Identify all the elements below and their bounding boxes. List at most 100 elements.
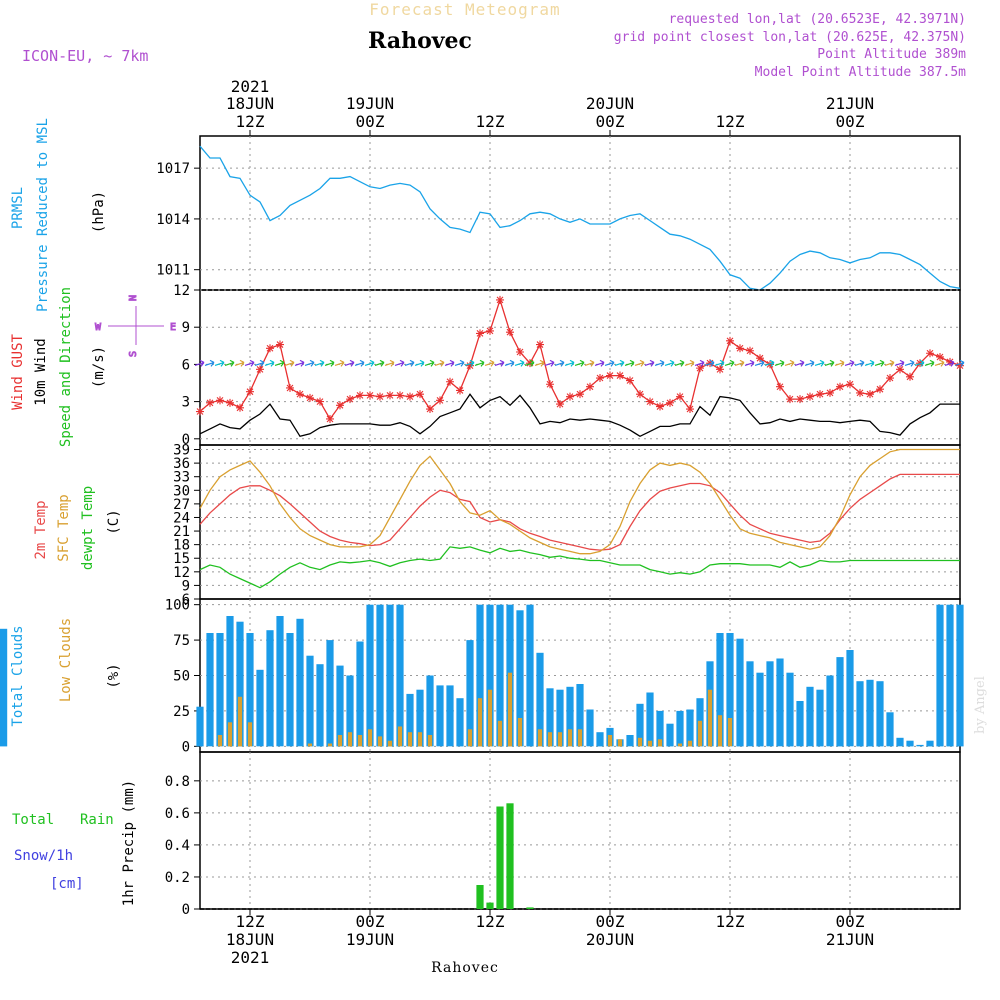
top-time-label-year: 2021 bbox=[231, 77, 270, 96]
total-cloud-bar bbox=[446, 685, 454, 747]
gust-marker bbox=[906, 372, 914, 381]
top-time-label-date: 18JUN bbox=[226, 94, 274, 113]
y-tick-label: 0 bbox=[182, 902, 190, 918]
total-cloud-bar bbox=[436, 685, 444, 747]
low-cloud-bar bbox=[567, 729, 573, 747]
temperature-labels: 2m Temp SFC Temp dewpt Temp (C) bbox=[33, 486, 122, 570]
y-tick-label: 0.2 bbox=[165, 870, 190, 886]
wind-direction-arrow bbox=[924, 359, 935, 367]
top-time-label-date: 19JUN bbox=[346, 94, 394, 113]
wind-direction-arrow bbox=[854, 359, 865, 367]
total-cloud-bar bbox=[346, 675, 354, 747]
total-cloud-bar bbox=[546, 688, 554, 747]
wind-labels: Wind GUST 10m Wind Speed and Direction (… bbox=[10, 287, 177, 447]
y-tick-label: 100 bbox=[165, 598, 190, 614]
gust-marker bbox=[806, 392, 814, 401]
top-time-label-hour: 00Z bbox=[356, 112, 385, 131]
gust-marker bbox=[446, 377, 454, 386]
wind-direction-arrow bbox=[544, 359, 555, 367]
gust-marker bbox=[486, 326, 494, 335]
y-tick-label: 25 bbox=[173, 704, 190, 720]
top-time-label-date: 21JUN bbox=[826, 94, 874, 113]
wind-direction-arrow bbox=[364, 359, 375, 367]
total-cloud-bar bbox=[366, 604, 374, 747]
ms-unit: (m/s) bbox=[91, 346, 107, 388]
low-cloud-bar bbox=[477, 698, 483, 747]
y-tick-label: 36 bbox=[173, 456, 190, 472]
wind-direction-arrow bbox=[414, 359, 425, 367]
total-cloud-bar bbox=[396, 604, 404, 747]
wind-direction-arrow bbox=[244, 359, 255, 367]
top-time-label-hour: 12Z bbox=[476, 112, 505, 131]
total-cloud-bar bbox=[376, 604, 384, 747]
total-cloud-bar bbox=[846, 650, 854, 747]
gust-marker bbox=[386, 391, 394, 400]
wind-direction-arrow bbox=[274, 359, 285, 367]
precip-labels: Total Rain Snow/1h [cm] 1hr Precip (mm) bbox=[12, 780, 137, 906]
low-cloud-bar bbox=[467, 729, 473, 747]
total-cloud-bar bbox=[626, 735, 634, 747]
low-cloud-bar bbox=[367, 729, 373, 747]
wind-direction-arrow bbox=[704, 359, 715, 367]
wind-direction-arrow bbox=[914, 359, 925, 367]
gust-marker bbox=[536, 340, 544, 349]
total-cloud-bar bbox=[796, 701, 804, 747]
pressure-msl-label: Pressure Reduced to MSL bbox=[35, 118, 51, 312]
total-cloud-bar bbox=[586, 709, 594, 747]
low-cloud-bar bbox=[427, 735, 433, 747]
y-tick-label: 33 bbox=[173, 470, 190, 486]
low-cloud-bar bbox=[347, 732, 353, 747]
gust-marker bbox=[696, 364, 704, 373]
gust-marker bbox=[896, 365, 904, 374]
gust-marker bbox=[236, 403, 244, 412]
wind-direction-arrow bbox=[784, 359, 795, 367]
wind-direction-arrow bbox=[404, 359, 415, 367]
gust-marker bbox=[396, 391, 404, 400]
top-time-label-hour: 12Z bbox=[716, 112, 745, 131]
wind-direction-arrow bbox=[354, 359, 365, 367]
gust-marker bbox=[936, 352, 944, 361]
wind-direction-arrow bbox=[554, 359, 565, 367]
total-cloud-bar bbox=[356, 641, 364, 747]
total-cloud-bar bbox=[646, 692, 654, 747]
total-cloud-bar bbox=[736, 638, 744, 747]
total-cloud-bar bbox=[566, 686, 574, 747]
wind-direction-arrow bbox=[444, 359, 455, 367]
point-altitude: Point Altitude 389m bbox=[817, 47, 966, 62]
bottom-time-label-hour: 00Z bbox=[836, 912, 865, 931]
total-cloud-bar bbox=[276, 616, 284, 747]
wind-direction-arrow bbox=[794, 359, 805, 367]
wind-direction-arrow bbox=[834, 359, 845, 367]
gust-marker bbox=[716, 365, 724, 374]
gust-marker bbox=[876, 385, 884, 394]
total-cloud-bar bbox=[206, 633, 214, 747]
y-tick-label: 24 bbox=[173, 510, 190, 526]
wind-direction-arrow bbox=[664, 359, 675, 367]
gust-marker bbox=[666, 398, 674, 407]
location-title: Rahovec bbox=[368, 28, 472, 54]
y-tick-label: 9 bbox=[182, 320, 190, 336]
bottom-time-label-hour: 12Z bbox=[236, 912, 265, 931]
wind-direction-arrow bbox=[474, 359, 485, 367]
series-line-2m-temp bbox=[199, 473, 960, 551]
low-cloud-bar bbox=[337, 735, 343, 747]
low-cloud-bar bbox=[617, 739, 623, 747]
gust-marker bbox=[506, 328, 514, 337]
total-cloud-bar bbox=[956, 604, 964, 747]
temp2m-label: 2m Temp bbox=[33, 500, 49, 559]
wind-direction-arrow bbox=[494, 359, 505, 367]
total-cloud-bar bbox=[556, 689, 564, 747]
total-cloud-bar bbox=[726, 633, 734, 747]
low-cloud-bar bbox=[607, 735, 613, 747]
gust-marker bbox=[456, 386, 464, 395]
y-tick-label: 21 bbox=[173, 524, 190, 540]
series-line-sfc-temp bbox=[199, 448, 960, 555]
gust-marker bbox=[596, 374, 604, 383]
wind-direction-arrow bbox=[534, 359, 545, 367]
wind-direction-arrow bbox=[944, 359, 955, 367]
total-cloud-bar bbox=[516, 610, 524, 747]
low-cloud-bar bbox=[707, 689, 713, 747]
gust-marker bbox=[676, 392, 684, 401]
wind-direction-arrow bbox=[844, 359, 855, 367]
bottom-time-label-hour: 12Z bbox=[476, 912, 505, 931]
